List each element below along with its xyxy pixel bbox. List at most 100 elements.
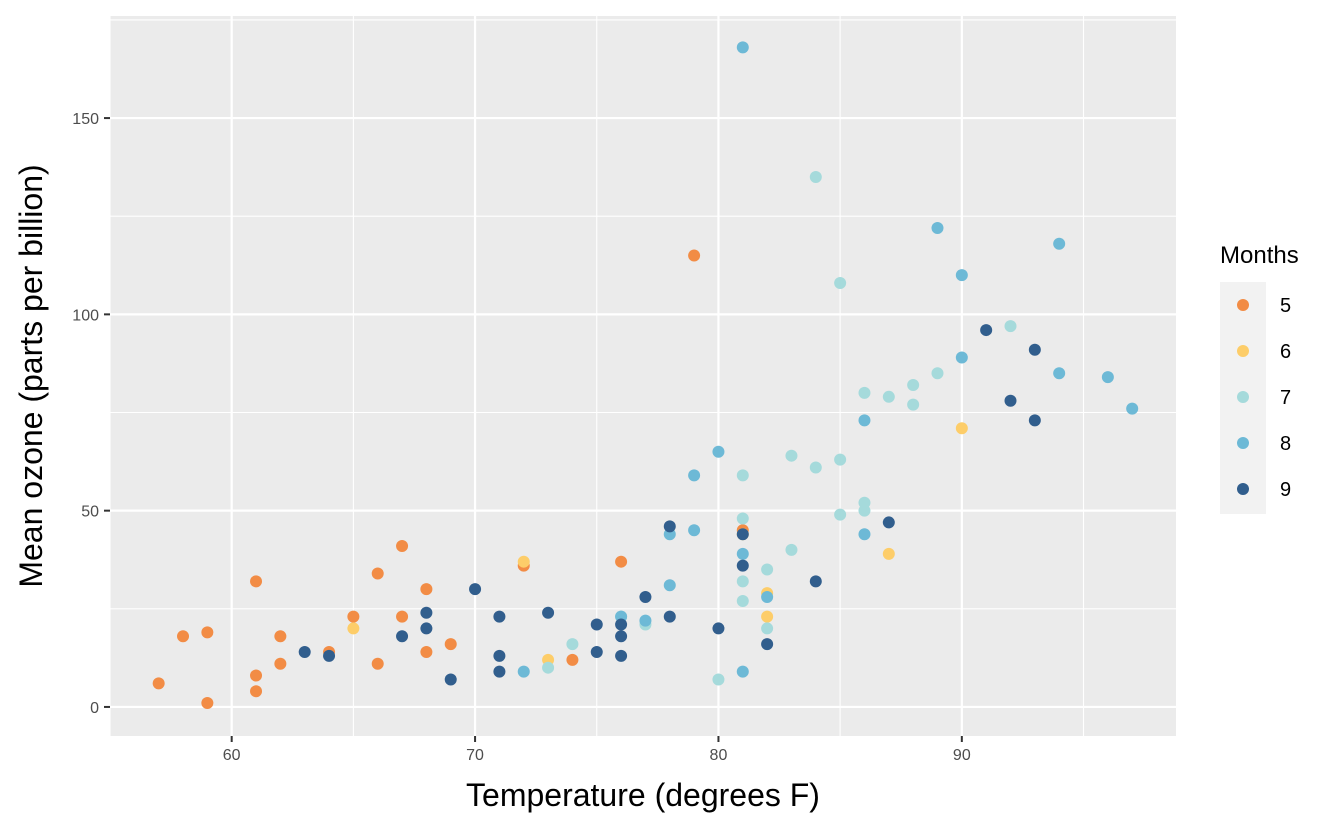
x-axis-title: Temperature (degrees F) xyxy=(466,777,820,813)
data-point-month-7 xyxy=(858,496,871,509)
data-point-month-5 xyxy=(347,610,360,623)
data-point-month-5 xyxy=(250,685,263,698)
data-point-month-5 xyxy=(201,697,214,710)
legend-title: Months xyxy=(1220,242,1299,269)
data-point-month-7 xyxy=(834,453,847,466)
data-point-month-7 xyxy=(736,512,749,525)
data-point-month-5 xyxy=(688,249,701,262)
legend: Months 5 6 7 8 9 xyxy=(1220,242,1299,514)
legend-label-8: 8 xyxy=(1280,433,1291,455)
data-point-month-9 xyxy=(420,606,433,619)
data-point-month-5 xyxy=(250,669,263,682)
legend-label-5: 5 xyxy=(1280,295,1291,317)
data-point-month-9 xyxy=(493,610,506,623)
data-point-month-8 xyxy=(1053,237,1066,250)
data-point-month-9 xyxy=(1028,414,1041,427)
data-points xyxy=(152,41,1139,710)
data-point-month-9 xyxy=(761,638,774,651)
data-point-month-6 xyxy=(517,555,530,568)
data-point-month-8 xyxy=(517,665,530,678)
data-point-month-6 xyxy=(955,422,968,435)
data-point-month-7 xyxy=(736,575,749,588)
data-point-month-7 xyxy=(566,638,579,651)
data-point-month-9 xyxy=(493,649,506,662)
data-point-month-9 xyxy=(323,649,336,662)
data-point-month-7 xyxy=(809,170,822,183)
data-point-month-5 xyxy=(444,638,457,651)
data-point-month-9 xyxy=(1004,394,1017,407)
data-point-month-5 xyxy=(566,653,579,666)
x-axis: 60 70 80 90 xyxy=(223,736,971,764)
data-point-month-7 xyxy=(736,469,749,482)
data-point-month-7 xyxy=(1004,320,1017,333)
y-axis: 0 50 100 150 xyxy=(72,111,110,717)
data-point-month-7 xyxy=(712,673,725,686)
data-point-month-8 xyxy=(736,547,749,560)
y-tick-label: 0 xyxy=(90,700,99,717)
legend-label-7: 7 xyxy=(1280,387,1291,409)
legend-key-9 xyxy=(1237,483,1249,495)
data-point-month-8 xyxy=(736,41,749,54)
x-tick-label: 60 xyxy=(223,747,241,764)
data-point-month-5 xyxy=(152,677,165,690)
minor-gridlines xyxy=(109,16,1176,736)
legend-key-8 xyxy=(1237,437,1249,449)
data-point-month-7 xyxy=(834,508,847,521)
data-point-month-8 xyxy=(1053,367,1066,380)
legend-key-6 xyxy=(1237,345,1249,357)
data-point-month-5 xyxy=(396,610,409,623)
data-point-month-9 xyxy=(712,622,725,635)
data-point-month-9 xyxy=(396,630,409,643)
data-point-month-8 xyxy=(663,579,676,592)
data-point-month-7 xyxy=(736,594,749,607)
data-point-month-9 xyxy=(736,559,749,572)
data-point-month-7 xyxy=(907,379,920,392)
data-point-month-8 xyxy=(858,414,871,427)
data-point-month-8 xyxy=(931,221,944,234)
data-point-month-9 xyxy=(590,645,603,658)
data-point-month-9 xyxy=(615,630,628,643)
legend-label-6: 6 xyxy=(1280,341,1291,363)
data-point-month-6 xyxy=(347,622,360,635)
data-point-month-5 xyxy=(371,657,384,670)
data-point-month-5 xyxy=(396,539,409,552)
data-point-month-8 xyxy=(761,591,774,604)
data-point-month-7 xyxy=(809,461,822,474)
x-tick-label: 90 xyxy=(953,747,971,764)
data-point-month-9 xyxy=(980,324,993,337)
data-point-month-6 xyxy=(882,547,895,560)
data-point-month-5 xyxy=(420,583,433,596)
data-point-month-7 xyxy=(834,276,847,289)
data-point-month-5 xyxy=(615,555,628,568)
data-point-month-5 xyxy=(201,626,214,639)
x-tick-label: 80 xyxy=(710,747,728,764)
data-point-month-9 xyxy=(882,516,895,529)
data-point-month-8 xyxy=(1126,402,1139,415)
data-point-month-9 xyxy=(663,520,676,533)
y-tick-label: 150 xyxy=(72,111,99,128)
data-point-month-8 xyxy=(736,665,749,678)
data-point-month-8 xyxy=(712,445,725,458)
data-point-month-9 xyxy=(639,591,652,604)
data-point-month-9 xyxy=(615,618,628,631)
data-point-month-9 xyxy=(590,618,603,631)
data-point-month-6 xyxy=(761,610,774,623)
data-point-month-9 xyxy=(493,665,506,678)
data-point-month-8 xyxy=(1101,371,1114,384)
data-point-month-9 xyxy=(469,583,482,596)
data-point-month-5 xyxy=(371,567,384,580)
data-point-month-5 xyxy=(274,630,287,643)
data-point-month-7 xyxy=(785,543,798,556)
data-point-month-7 xyxy=(761,563,774,576)
data-point-month-5 xyxy=(250,575,263,588)
major-gridlines xyxy=(110,16,1176,736)
legend-key-7 xyxy=(1237,391,1249,403)
data-point-month-9 xyxy=(809,575,822,588)
data-point-month-9 xyxy=(542,606,555,619)
legend-key-5 xyxy=(1237,299,1249,311)
data-point-month-9 xyxy=(663,610,676,623)
data-point-month-7 xyxy=(931,367,944,380)
data-point-month-8 xyxy=(955,269,968,282)
data-point-month-8 xyxy=(858,528,871,541)
